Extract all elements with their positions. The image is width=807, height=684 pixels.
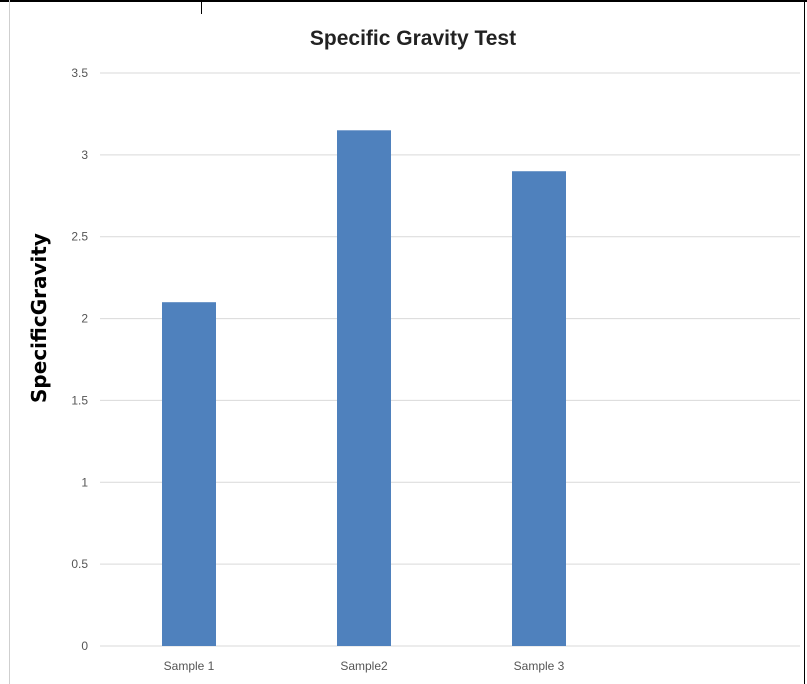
x-category-label: Sample 3 — [514, 659, 565, 673]
y-tick-label: 0.5 — [71, 557, 88, 571]
y-tick-labels: 0 0.5 1 1.5 2 2.5 3 3.5 — [71, 66, 88, 653]
bar — [337, 130, 391, 647]
frame-right-border — [804, 0, 805, 684]
y-tick-label: 3.5 — [71, 66, 88, 80]
x-category-labels: Sample 1 Sample2 Sample 3 — [164, 659, 565, 673]
y-tick-label: 1 — [81, 475, 88, 489]
grid-lines — [100, 72, 800, 647]
frame-top-divider — [201, 0, 202, 14]
bars — [162, 130, 566, 647]
chart-title: Specific Gravity Test — [310, 27, 516, 50]
frame-top-border — [0, 0, 807, 2]
bar — [512, 171, 566, 646]
y-tick-label: 0 — [81, 639, 88, 653]
bar — [162, 302, 216, 646]
y-tick-label: 3 — [81, 148, 88, 162]
y-tick-label: 2 — [81, 312, 88, 326]
y-tick-label: 1.5 — [71, 393, 88, 407]
y-axis-label: SpecificGravity — [27, 233, 51, 403]
y-tick-label: 2.5 — [71, 230, 88, 244]
x-category-label: Sample 1 — [164, 659, 215, 673]
x-category-label: Sample2 — [340, 659, 388, 673]
frame-left-border — [9, 0, 10, 684]
